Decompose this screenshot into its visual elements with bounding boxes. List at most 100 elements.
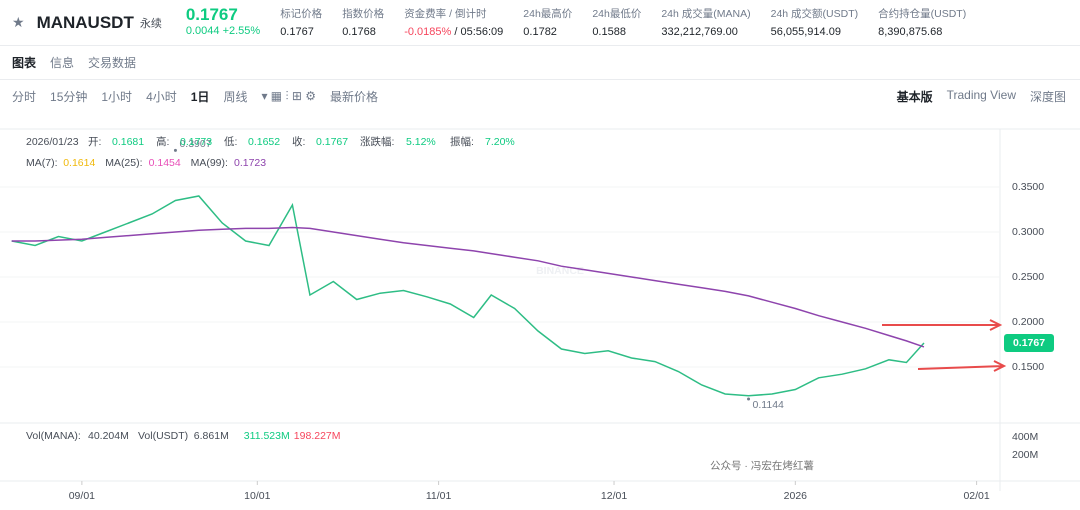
arrow <box>917 360 1007 372</box>
x-tick-label: 2026 <box>784 490 808 502</box>
contract: 永续 <box>139 17 162 30</box>
ohlc-value: 0.1773 <box>180 136 212 148</box>
vol-axis-label: 400M <box>1012 431 1038 443</box>
views: 基本版 Trading View 深度图 <box>897 88 1066 105</box>
extreme-marker <box>173 148 177 152</box>
stat-value: 332,212,769.00 <box>661 23 750 41</box>
interval[interactable]: 4小时 <box>146 90 177 104</box>
view[interactable]: 深度图 <box>1029 90 1066 104</box>
stat-label: 24h最低价 <box>592 7 642 20</box>
stat-value: 56,055,914.09 <box>771 23 859 41</box>
vol-value: 311.523M <box>244 430 290 442</box>
change-pct: +2.55% <box>222 24 261 37</box>
price-type[interactable]: 最新价格 <box>329 90 378 104</box>
ohlc-value: 0.1767 <box>316 136 348 148</box>
star[interactable]: ★ <box>12 14 25 30</box>
ohlc-date: 2026/01/23 <box>26 136 79 148</box>
interval[interactable]: 1日 <box>190 90 210 104</box>
tab[interactable]: 图表 <box>12 56 37 70</box>
ma-value: 0.1614 <box>63 157 95 169</box>
stat: 指数价格 0.1768 <box>342 5 384 41</box>
chart: 0.3500 0.3000 0.2500 0.2000 0.1500 09/01 10/01… <box>0 128 1080 502</box>
ohlc-label: 开: <box>88 136 101 148</box>
symbol[interactable]: MANAUSDT <box>36 12 134 32</box>
vol-label: Vol(USDT) <box>138 430 188 442</box>
tabs: 图表 信息 交易数据 <box>0 46 1080 80</box>
vol-label: Vol(MANA): <box>26 430 81 442</box>
stat-number: 332,212,769.00 <box>661 25 738 38</box>
tab[interactable]: 信息 <box>50 56 75 70</box>
stat-number: 8,390,875.68 <box>878 25 943 38</box>
tab[interactable]: 交易数据 <box>88 56 137 70</box>
ohlc-label: 涨跌幅: <box>360 135 394 148</box>
stat-label: 合约持仓量(USDT) <box>878 7 967 20</box>
extreme-label: 0.3907 <box>179 138 211 150</box>
stat-value: 8,390,875.68 <box>878 23 966 41</box>
view[interactable]: Trading View <box>946 88 1016 102</box>
ma-label: MA(99): <box>191 157 228 169</box>
ma-label: MA(25): <box>105 157 142 169</box>
ma-label: MA(7): <box>26 157 58 169</box>
y-tick-label: 0.2000 <box>1012 316 1044 328</box>
x-tick-label: 12/01 <box>601 490 627 502</box>
stat-value: 0.1588 <box>592 23 641 41</box>
price-box: 0.1767 0.0044 +2.55% <box>185 4 261 39</box>
interval[interactable]: 周线 <box>223 90 248 104</box>
stats: 标记价格 0.1767 指数价格 0.1768 资金费率 / 倒计时 -0.0185% /… <box>260 5 966 41</box>
extreme-label: 0.1144 <box>753 399 784 411</box>
stat-label: 资金费率 / 倒计时 <box>404 7 487 20</box>
stat-value: 0.1767 <box>280 23 322 41</box>
interval[interactable]: 15分钟 <box>50 90 88 104</box>
stat: 资金费率 / 倒计时 -0.0185% / 05:56:09 <box>404 5 503 41</box>
ohlc-label: 收: <box>292 135 305 148</box>
vol-value: 198.227M <box>294 430 341 442</box>
stat-number: 0.1767 <box>280 25 314 38</box>
stat-label: 24h 成交额(USDT) <box>770 7 859 20</box>
extreme-marker <box>747 397 751 401</box>
y-tick-label: 0.1500 <box>1012 361 1044 373</box>
stat-label: 24h 成交量(MANA) <box>661 7 751 20</box>
arrow <box>882 319 1003 331</box>
stat-label: 标记价格 <box>280 7 323 20</box>
stat: 标记价格 0.1767 <box>280 5 322 41</box>
tool-icons[interactable]: ▾ ▦ ⫶ ⊞ ⚙ <box>261 89 316 103</box>
price: 0.1767 <box>185 4 238 24</box>
stat-number: 56,055,914.09 <box>770 25 841 38</box>
price-line <box>11 195 925 397</box>
stat-label: 指数价格 <box>342 7 385 20</box>
toolbar: 分时 15分钟 1小时 4小时 1日 周线 ▾ ▦ ⫶ ⊞ ⚙ 最新价格 基本版 Trading … <box>0 80 1080 113</box>
ohlc-value: 0.1652 <box>248 136 280 148</box>
ma-value: 0.1723 <box>234 157 266 169</box>
stat-value: 0.1782 <box>523 23 572 41</box>
ohlc-value: 7.20% <box>485 136 515 148</box>
price-tag: 0.1767 <box>1013 337 1045 349</box>
stat-number: -0.0185% <box>404 25 452 38</box>
view[interactable]: 基本版 <box>896 90 933 104</box>
x-tick-label: 02/01 <box>963 490 989 502</box>
stat-number: 0.1588 <box>592 25 626 38</box>
change: 0.0044 <box>185 24 220 37</box>
x-tick-label: 10/01 <box>244 490 270 502</box>
stat: 24h最低价 0.1588 <box>592 5 641 41</box>
y-tick-label: 0.3500 <box>1012 181 1044 193</box>
stat-number: 0.1768 <box>342 25 376 38</box>
y-tick-label: 0.2500 <box>1012 271 1044 283</box>
stat-number: 0.1782 <box>523 25 557 38</box>
ohlc-value: 5.12% <box>406 136 436 148</box>
header: ★ MANAUSDT 永续 0.1767 0.0044 +2.55% 标记价格 0… <box>0 0 1080 46</box>
price-line <box>11 226 925 348</box>
x-tick-label: 11/01 <box>426 490 452 502</box>
interval[interactable]: 分时 <box>12 90 37 104</box>
ohlc-label: 振幅: <box>450 135 474 148</box>
stat-label: 24h最高价 <box>523 7 573 20</box>
ohlc-label: 高: <box>156 135 169 148</box>
stat-value: 0.1768 <box>342 23 384 41</box>
interval[interactable]: 1小时 <box>101 90 133 104</box>
stat: 合约持仓量(USDT) 8,390,875.68 <box>878 5 966 41</box>
ohlc-value: 0.1681 <box>112 136 144 148</box>
vol-value: 40.204M <box>88 430 129 442</box>
stat: 24h 成交额(USDT) 56,055,914.09 <box>771 5 859 41</box>
countdown: / 05:56:09 <box>454 25 504 38</box>
price-tag-bg <box>1004 333 1054 352</box>
